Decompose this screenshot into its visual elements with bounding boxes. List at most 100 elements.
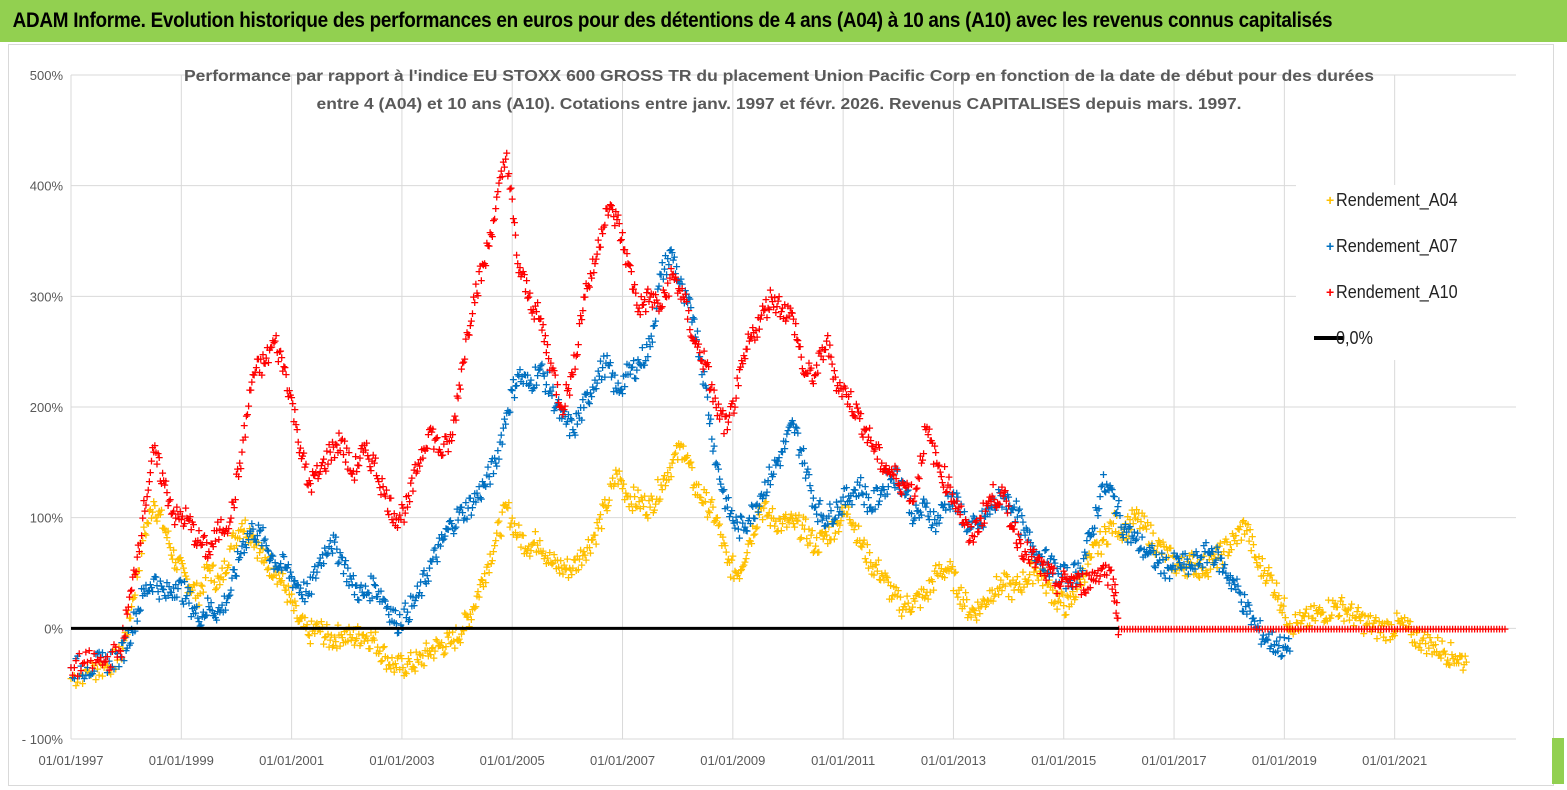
data-point-fill: + [985,584,994,597]
data-point-fill: + [620,380,629,393]
data-point-fill: + [159,521,168,534]
data-point-fill: + [782,521,791,534]
data-point-fill: + [845,513,854,526]
data-point-fill: + [211,583,220,596]
data-point-fill: + [805,536,814,549]
data-point-fill: + [273,577,282,590]
data-point-fill: + [835,518,844,531]
data-point-fill: + [430,644,439,657]
data-point-fill: + [289,604,298,617]
data-point-fill: + [648,336,657,349]
data-point: + [855,534,864,547]
data-point-fill: + [500,499,509,512]
data-point-fill: + [1012,576,1021,589]
data-point-fill: + [978,597,987,610]
data-point-fill: + [467,613,476,626]
data-point-fill: + [266,550,275,563]
data-point-fill: + [435,639,444,652]
data-point-fill: + [267,570,276,583]
data-point-fill: + [288,596,297,609]
data-point-fill: + [526,544,535,557]
data-point-fill: + [684,304,693,317]
data-point-fill: + [555,566,564,579]
data-point: + [623,490,632,503]
data-point-fill: + [230,541,239,554]
data-point-fill: + [426,648,435,661]
data-point-fill: + [277,574,286,587]
data-point: + [712,512,721,525]
data-point-fill: + [1025,568,1034,581]
data-point-fill: + [740,556,749,569]
data-point-fill: + [1034,573,1043,586]
data-point-fill: + [716,528,725,541]
data-point-fill: + [644,494,653,507]
data-point-fill: + [570,553,579,566]
data-point: + [535,534,544,547]
data-point-fill: + [893,463,902,476]
data-point-fill: + [353,620,362,633]
data-point-fill: + [126,612,135,625]
data-point-fill: + [507,516,516,529]
data-point-fill: + [853,534,862,547]
data-point-fill: + [610,477,619,490]
data-point-fill: + [1066,590,1075,603]
data-point-fill: + [317,615,326,628]
data-point: + [381,650,390,663]
data-point-fill: + [815,527,824,540]
data-point-fill: + [1103,538,1112,551]
data-point: + [987,584,996,597]
data-point-fill: + [206,574,215,587]
data-point-fill: + [1081,549,1090,562]
data-point-fill: + [174,552,183,565]
data-point-fill: + [229,527,238,540]
data-point-fill: + [179,562,188,575]
data-point-fill: + [630,490,639,503]
data-point-fill: + [706,495,715,508]
data-point-fill: + [408,660,417,673]
data-point-fill: + [1114,494,1123,507]
data-point-fill: + [371,625,380,638]
data-point-fill: + [125,611,134,624]
x-axis-ticks: 01/01/1997 01/01/1999 01/01/2001 01/01/2003… [38,753,1427,768]
data-point-fill: + [704,505,713,518]
data-point-fill: + [607,479,616,492]
data-point-fill: + [589,529,598,542]
data-point-fill: + [839,508,848,521]
data-point: + [304,628,313,641]
data-point-fill: + [896,591,905,604]
data-point-fill: + [443,627,452,640]
data-point-fill: + [202,558,211,571]
data-point-fill: + [1056,596,1065,609]
data-point-fill: + [732,566,741,579]
data-point-fill: + [140,527,149,540]
data-point-fill: + [621,486,630,499]
data-point-fill: + [991,587,1000,600]
data-point-fill: + [936,567,945,580]
data-point-fill: + [311,618,320,631]
data-point-fill: + [262,554,271,567]
data-point-fill: + [772,525,781,538]
x-tick-label: 01/01/2007 [590,753,655,768]
data-point: + [403,658,412,671]
data-point-fill: + [375,644,384,657]
data-point-fill: + [566,563,575,576]
data-point-fill: + [108,645,117,658]
x-tick-label: 01/01/2003 [369,753,434,768]
data-point-fill: + [192,576,201,589]
data-point-fill: + [529,536,538,549]
data-point-fill: + [438,641,447,654]
data-point-fill: + [241,513,250,526]
data-point-fill: + [169,543,178,556]
data-point-fill: + [522,274,531,287]
data-point-fill: + [859,534,868,547]
data-point-fill: + [451,414,460,427]
data-point: + [326,633,335,646]
data-point-fill: + [944,564,953,577]
data-point-fill: + [80,657,89,670]
data-point-fill: + [360,634,369,647]
data-point-fill: + [117,653,126,666]
data-point-fill: + [178,557,187,570]
data-point-fill: + [412,646,421,659]
data-point-fill: + [258,543,267,556]
data-point-fill: + [305,629,314,642]
